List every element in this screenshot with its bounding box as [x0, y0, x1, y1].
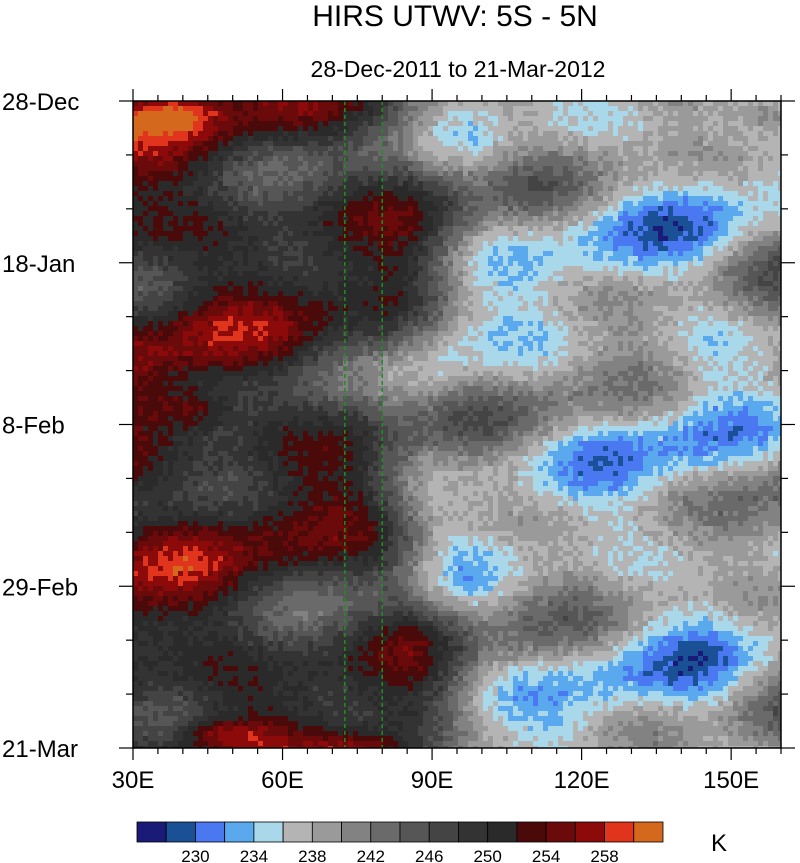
x-tick-label-3: 120E	[554, 767, 610, 794]
colorbar-box-7	[341, 821, 372, 843]
x-tick-label-4: 150E	[703, 767, 759, 794]
colorbar-box-2	[195, 821, 226, 843]
x-tick-label-0: 30E	[112, 767, 155, 794]
colorbar-label-1: 234	[240, 847, 268, 863]
colorbar-box-4	[253, 821, 284, 843]
colorbar-label-4: 246	[415, 847, 443, 863]
colorbar-label-5: 250	[473, 847, 501, 863]
colorbar-label-3: 242	[357, 847, 385, 863]
x-tick-label-1: 60E	[261, 767, 304, 794]
y-tick-label-4: 21-Mar	[2, 736, 78, 763]
colorbar-box-8	[370, 821, 401, 843]
chart-title: HIRS UTWV: 5S - 5N	[312, 0, 598, 33]
colorbar-box-10	[428, 821, 459, 843]
y-tick-label-1: 18-Jan	[2, 251, 75, 278]
colorbar-box-9	[399, 821, 430, 843]
colorbar-box-6	[311, 821, 342, 843]
colorbar: 230 234 238 242 246 250 254 258	[136, 821, 664, 863]
x-tick-label-2: 90E	[411, 767, 454, 794]
colorbar-box-1	[165, 821, 196, 843]
colorbar-box-13	[516, 821, 547, 843]
colorbar-box-17	[633, 821, 664, 843]
colorbar-box-0	[136, 821, 167, 843]
chart-subtitle: 28-Dec-2011 to 21-Mar-2012	[310, 56, 606, 82]
colorbar-label-6: 254	[532, 847, 560, 863]
reference-lines	[344, 101, 383, 748]
colorbar-box-14	[545, 821, 576, 843]
colorbar-box-3	[224, 821, 255, 843]
colorbar-box-16	[604, 821, 635, 843]
y-tick-label-3: 29-Feb	[2, 574, 78, 601]
y-axis: 28-Dec 18-Jan 8-Feb 29-Feb 21-Mar	[2, 89, 795, 763]
colorbar-box-15	[574, 821, 605, 843]
colorbar-label-7: 258	[590, 847, 618, 863]
colorbar-label-2: 238	[298, 847, 326, 863]
colorbar-unit-label: K	[711, 830, 727, 857]
utwv-field	[133, 101, 781, 748]
colorbar-box-11	[458, 821, 489, 843]
colorbar-box-5	[282, 821, 313, 843]
y-tick-label-0: 28-Dec	[2, 89, 79, 116]
y-tick-label-2: 8-Feb	[2, 413, 65, 440]
x-axis: 30E 60E 90E 120E 150E	[112, 89, 782, 794]
colorbar-box-12	[487, 821, 518, 843]
colorbar-label-0: 230	[181, 847, 209, 863]
